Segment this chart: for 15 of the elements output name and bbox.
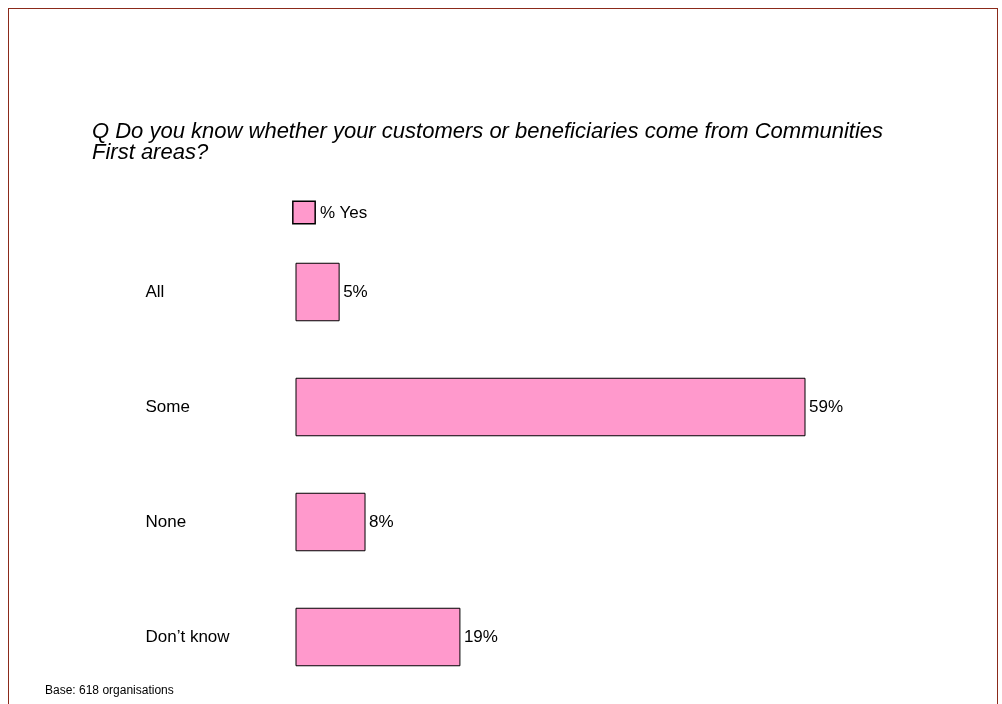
chart-title: Q Do you know whether your customers or beneficiaries come from Communities First areas? — [92, 118, 885, 164]
y-tick-label: Don’t know — [145, 627, 231, 646]
y-tick-label: All — [145, 282, 165, 301]
legend-label: % Yes — [320, 202, 368, 222]
bar — [295, 607, 461, 667]
data-label: 19% — [463, 627, 498, 646]
data-label: 59% — [809, 397, 844, 416]
text: Base: 618 organisations — [45, 683, 174, 697]
y-tick-label: None — [145, 512, 187, 531]
data-label: 8% — [369, 512, 394, 531]
bar — [295, 492, 366, 552]
bar — [295, 262, 340, 322]
data-label: 5% — [343, 282, 368, 301]
bar — [295, 377, 806, 437]
y-tick-label: Some — [145, 397, 190, 416]
